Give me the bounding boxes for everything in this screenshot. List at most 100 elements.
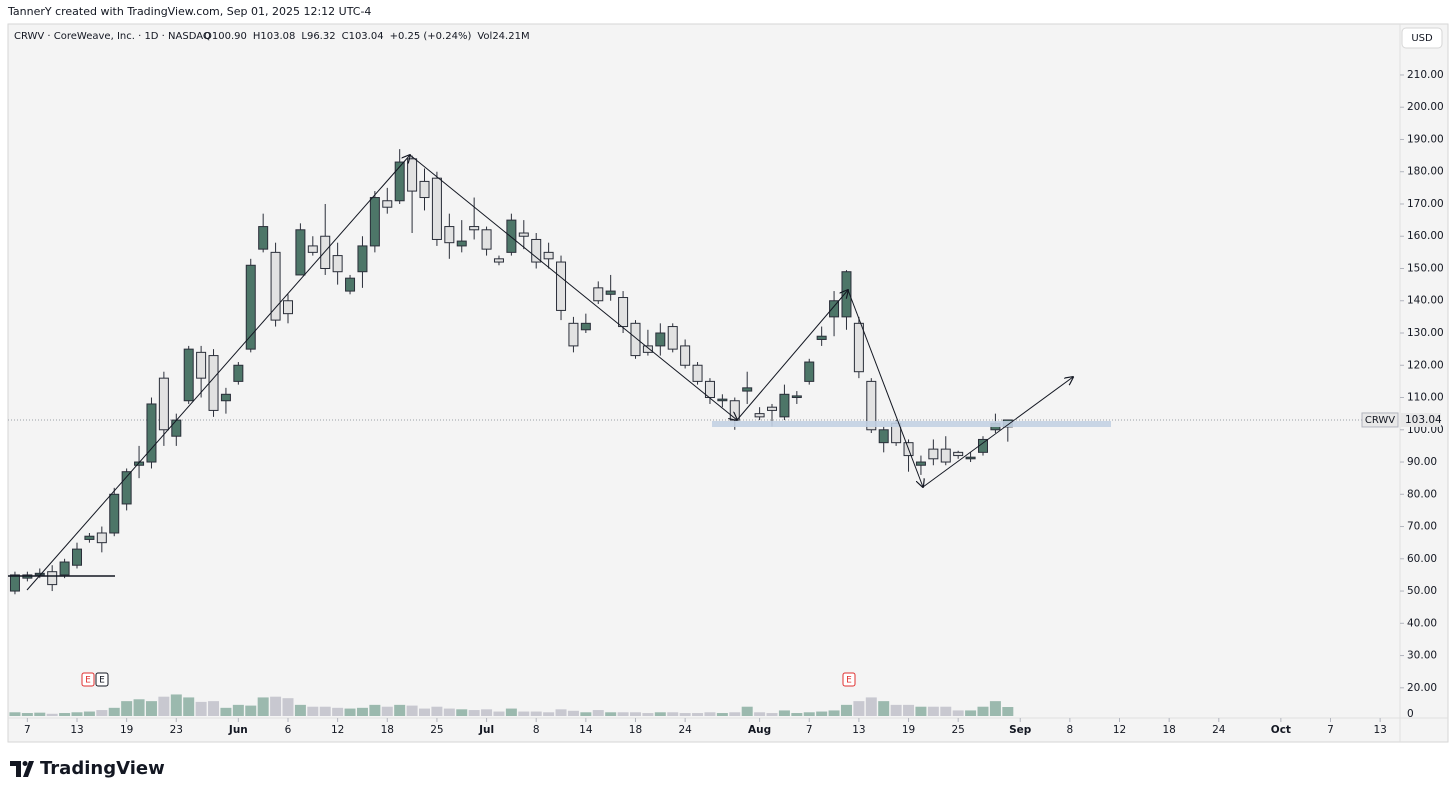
candle-body [717,398,728,402]
candle-body [618,297,629,328]
symbol-badge [1361,412,1399,428]
candle-body [965,456,976,460]
y-tick-label: 70.00 [1407,521,1437,533]
candle-body [258,226,269,250]
candle-body [419,180,430,199]
candle-body [84,535,95,540]
ohlc-value: L96.32 [301,31,335,42]
volume-bar [21,713,33,716]
candle-body [779,393,790,418]
volume-bar [865,697,877,716]
volume-bar [344,708,356,716]
volume-bar [294,704,306,716]
earnings-label[interactable]: E [85,676,91,686]
y-tick-label: 190.00 [1407,133,1444,145]
candle-body [580,322,591,331]
candle-body [568,322,579,347]
volume-bar [456,709,468,716]
candle-body [456,240,467,247]
volume-bar [915,706,927,716]
candle-body [767,406,778,411]
volume-bar [989,701,1001,716]
volume-bar [170,694,182,716]
volume-bar [679,713,691,716]
trend-arrow [409,154,737,420]
volume-bar [840,704,852,716]
volume-bar [629,712,641,716]
x-tick-label: 25 [430,724,443,736]
y-tick-label: 140.00 [1407,295,1444,307]
candle-body [72,548,83,566]
candle-body [320,235,331,269]
volume-bar [468,710,480,716]
candle-body [692,364,703,382]
candle-body [407,158,418,192]
trend-arrow [922,377,1073,488]
y-tick-label: 90.00 [1407,456,1437,468]
volume-bar [853,701,865,716]
x-tick-label: Jun [228,724,248,736]
candle-body [282,300,293,315]
trend-arrow [26,155,410,591]
candle-body [34,572,45,576]
x-tick-label: 24 [678,724,692,736]
candle-body [531,238,542,263]
candle-body [47,571,58,586]
y-tick-label: 60.00 [1407,553,1437,565]
x-tick-label: 8 [1067,724,1074,736]
candle-body [953,451,964,457]
volume-bar [83,711,95,716]
candle-body [183,348,194,402]
candle-body [196,351,207,379]
volume-bar [716,713,728,716]
candle-body [754,413,765,418]
volume-bar [791,713,803,716]
x-tick-label: 6 [285,724,292,736]
volume-bar [307,706,319,716]
candle-body [928,448,939,460]
candle-body [394,161,405,202]
volume-bar [332,707,344,716]
volume-bar [121,701,133,716]
volume-bar [505,708,517,716]
volume-bar [741,706,753,716]
candle-body [680,345,691,366]
volume-bar [96,710,108,716]
x-tick-label: 7 [24,724,31,736]
earnings-label[interactable]: E [846,676,852,686]
volume-bar [530,711,542,716]
volume-bar [903,704,915,716]
x-tick-label: 7 [1327,724,1334,736]
volume-bar [965,710,977,716]
candle-body [630,322,641,357]
logo-mark [10,761,34,777]
x-tick-label: 14 [579,724,593,736]
earnings-label[interactable]: E [99,676,105,686]
candle-body [816,335,827,340]
symbol-legend: CRWV · CoreWeave, Inc. · 1D · NASDAQ [14,31,211,42]
y-tick-label: 170.00 [1407,198,1444,210]
candle-body [667,326,678,350]
candle-body [642,345,653,353]
currency-button[interactable] [1401,27,1443,49]
volume-bar [778,710,790,716]
candle-body [382,200,393,208]
volume-bar [431,706,443,716]
volume-bar [890,704,902,716]
earnings-icon[interactable] [95,672,109,687]
volume-bar [319,706,331,716]
currency-label[interactable]: USD [1411,33,1433,44]
volume-bar [443,708,455,716]
x-tick-label: 23 [170,724,183,736]
chart-frame [7,23,1449,743]
earnings-icon[interactable] [842,672,856,687]
y-tick-label: 200.00 [1407,101,1444,113]
volume-bar [419,708,431,716]
volume-bar [729,712,741,716]
x-tick-label: 13 [70,724,83,736]
candle-body [96,532,107,544]
earnings-icon[interactable] [81,672,95,687]
y-tick-label: 50.00 [1407,585,1437,597]
volume-bar [605,712,617,716]
